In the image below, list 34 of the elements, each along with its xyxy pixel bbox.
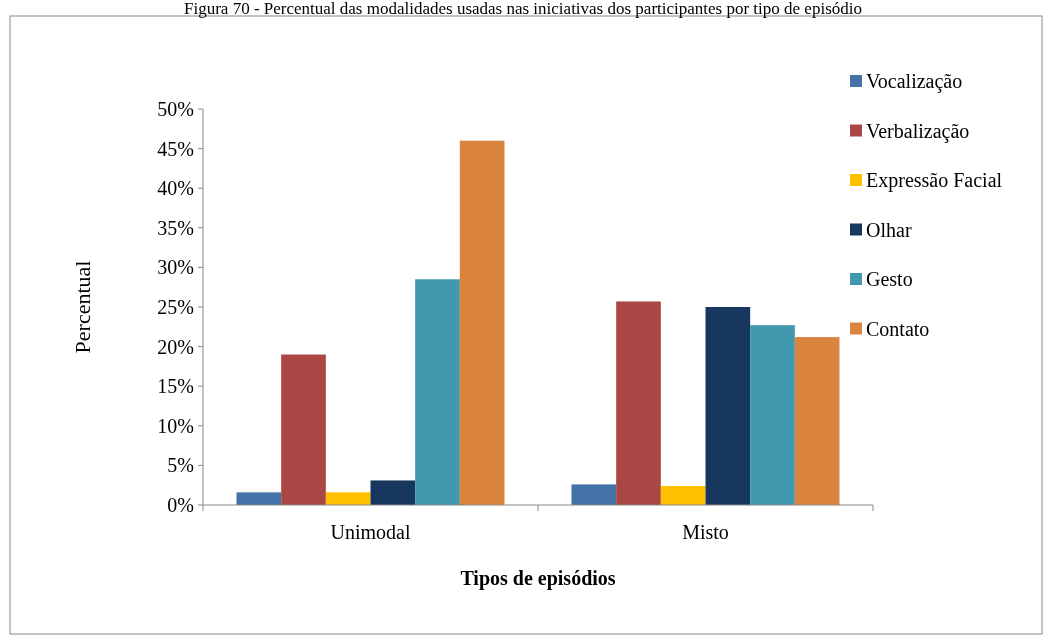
- y-tick-label: 20%: [157, 335, 194, 358]
- y-tick-label: 35%: [157, 216, 194, 239]
- bar: [660, 485, 706, 505]
- legend-label: Contato: [866, 317, 930, 340]
- x-tick-label: Unimodal: [330, 521, 411, 543]
- legend-label: Olhar: [866, 218, 912, 241]
- y-tick-label: 10%: [157, 414, 194, 437]
- bar: [370, 480, 416, 505]
- y-tick-label: 0%: [167, 494, 194, 516]
- bar: [281, 354, 326, 505]
- y-tick-label: 5%: [167, 454, 194, 477]
- bar: [459, 140, 505, 505]
- bar: [571, 484, 617, 505]
- y-tick-label: 30%: [157, 256, 194, 279]
- bar: [750, 325, 795, 505]
- y-tick-label: 45%: [157, 137, 194, 160]
- chart-title: Figura 70 - Percentual das modalidades usadas nas iniciativas dos participantes por tipo de episódio: [184, 0, 862, 18]
- legend-label: Vocalização: [866, 70, 963, 93]
- y-tick-label: 50%: [157, 98, 194, 120]
- y-tick-label: 40%: [157, 177, 194, 200]
- bar: [616, 301, 661, 505]
- y-axis-title: Percentual: [70, 260, 95, 354]
- legend-label: Expressão Facial: [866, 169, 1003, 192]
- bar: [794, 337, 840, 505]
- legend-label: Gesto: [866, 268, 913, 290]
- y-tick-label: 15%: [157, 375, 194, 398]
- bar: [325, 492, 371, 505]
- bar: [236, 492, 282, 505]
- y-tick-label: 25%: [157, 296, 194, 318]
- bar: [415, 279, 460, 505]
- x-tick-label: Misto: [682, 521, 729, 543]
- legend-label: Verbalização: [866, 119, 970, 143]
- x-axis-title: Tipos de episódios: [460, 567, 616, 590]
- bar: [705, 307, 751, 505]
